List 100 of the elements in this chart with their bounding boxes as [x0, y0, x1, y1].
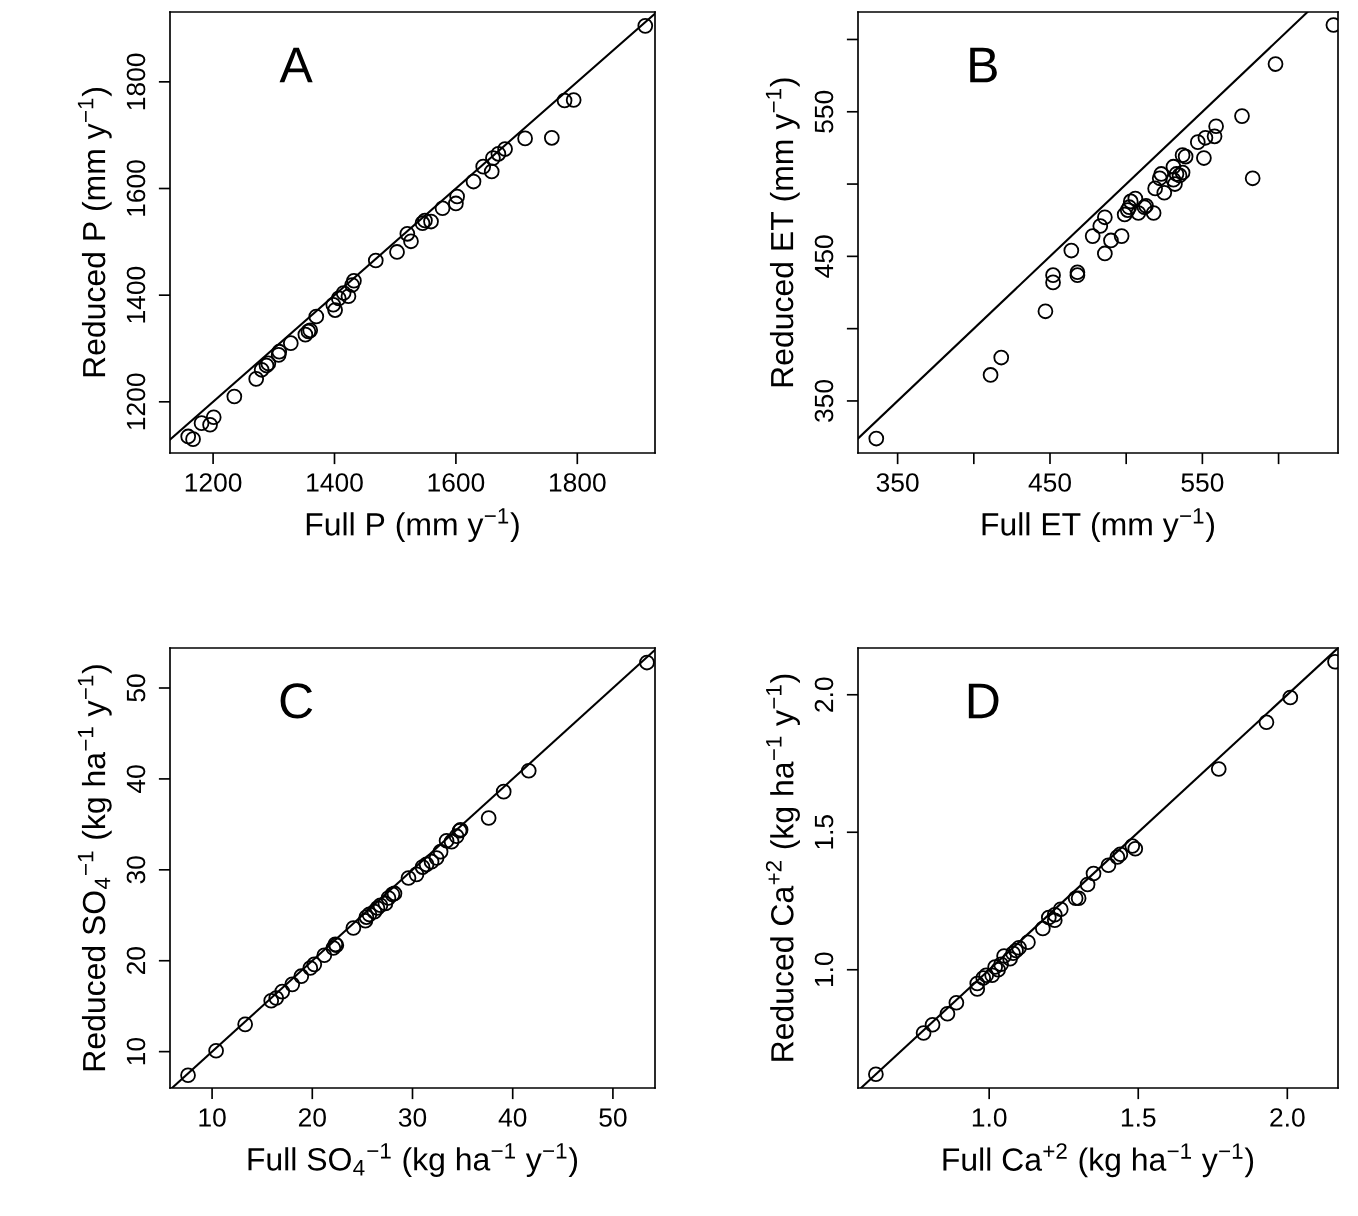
point: [1002, 950, 1018, 967]
annotation: D: [968, 683, 999, 719]
y-tick-label: 350: [814, 379, 834, 422]
point: [1210, 761, 1227, 777]
point: [1100, 857, 1117, 874]
x-tick-label: 1.5: [1121, 1108, 1156, 1127]
y-tick-label: 1.5: [814, 815, 834, 849]
point: [1196, 150, 1212, 166]
point: [308, 308, 325, 325]
x-tick-label: 20: [298, 1108, 326, 1127]
point: [1097, 245, 1113, 262]
point: [475, 158, 492, 175]
point: [490, 145, 507, 162]
point: [1153, 166, 1170, 182]
y-tick-label: 30: [126, 856, 146, 884]
point: [448, 195, 464, 212]
point: [1206, 128, 1223, 145]
annotation: C: [280, 683, 313, 719]
y-tick-label: 40: [126, 765, 146, 793]
point: [480, 810, 497, 826]
x-tick-label: 10: [199, 1108, 226, 1127]
y-axis-title: Reduced ET (mm y$^{−1}$): [765, 78, 800, 387]
point: [639, 654, 655, 671]
y-tick-label: 50: [126, 674, 146, 702]
y-tick-label: 1200: [126, 373, 146, 430]
point: [306, 956, 323, 973]
point: [340, 288, 357, 305]
point: [345, 920, 362, 936]
point: [969, 981, 986, 997]
x-tick-label: 1400: [307, 473, 363, 492]
point: [180, 1067, 196, 1084]
y-tick-label: 2.0: [814, 677, 834, 712]
point: [1244, 170, 1261, 187]
point: [226, 388, 243, 405]
point: [325, 940, 342, 956]
point: [432, 843, 449, 860]
y-axis-title: Reduced Ca$^{+2}$ (kg ha$^{−1}$ y$^{−1}$): [765, 674, 800, 1061]
point: [517, 130, 533, 147]
point: [423, 853, 440, 870]
point: [996, 948, 1012, 964]
point: [325, 296, 342, 313]
point: [1165, 171, 1182, 188]
point: [237, 1016, 254, 1033]
y-tick-label: 20: [126, 947, 146, 975]
point: [327, 302, 343, 318]
point: [1145, 205, 1162, 221]
annotation: A: [279, 47, 313, 83]
point: [434, 200, 451, 217]
x-tick-label: 350: [876, 473, 919, 492]
point: [185, 431, 201, 447]
point: [380, 890, 397, 906]
point: [1046, 906, 1063, 923]
point: [520, 762, 537, 779]
point: [969, 975, 986, 992]
point: [556, 92, 573, 109]
y-tick-label: 1400: [126, 266, 146, 323]
x-tick-label: 1200: [185, 473, 242, 492]
annotation: B: [970, 47, 997, 83]
point: [948, 994, 965, 1011]
point: [1103, 232, 1119, 249]
point: [1045, 274, 1061, 291]
point: [465, 173, 482, 190]
y-tick-label: 450: [814, 235, 834, 278]
y-tick-label: 1600: [126, 160, 146, 216]
point: [565, 92, 582, 108]
point: [367, 252, 384, 269]
point: [346, 272, 362, 289]
x-tick-label: 50: [599, 1108, 627, 1127]
point: [274, 983, 291, 1000]
point: [1097, 209, 1113, 226]
point: [403, 233, 419, 250]
point: [1040, 909, 1057, 926]
y-tick-label: 10: [126, 1037, 146, 1065]
point: [271, 343, 288, 360]
point: [1130, 205, 1147, 221]
point: [1045, 267, 1061, 284]
point: [268, 990, 285, 1006]
x-axis-title: Full SO$_{4}$$^{−1}$ (kg ha$^{−1}$ y$^{−1}$): [248, 1143, 578, 1177]
point: [1092, 218, 1109, 234]
point: [193, 415, 210, 431]
x-tick-label: 550: [1181, 473, 1224, 492]
point: [418, 856, 435, 873]
point: [438, 832, 455, 849]
point: [485, 150, 501, 166]
x-tick-label: 30: [398, 1108, 427, 1127]
point: [377, 895, 394, 912]
x-axis-title: Full Ca$^{+2}$ (kg ha$^{−1}$ y$^{−1}$): [943, 1143, 1254, 1178]
y-tick-label: 1.0: [814, 952, 834, 987]
point: [1282, 689, 1299, 706]
x-tick-label: 1.0: [972, 1108, 1007, 1127]
point: [208, 1042, 224, 1059]
point: [357, 912, 374, 929]
point: [443, 833, 460, 850]
point: [1046, 912, 1063, 929]
point: [1156, 184, 1173, 201]
point: [1079, 876, 1096, 893]
point: [939, 1005, 956, 1022]
x-tick-label: 2.0: [1270, 1108, 1305, 1127]
point: [1037, 303, 1054, 320]
point: [483, 163, 500, 180]
